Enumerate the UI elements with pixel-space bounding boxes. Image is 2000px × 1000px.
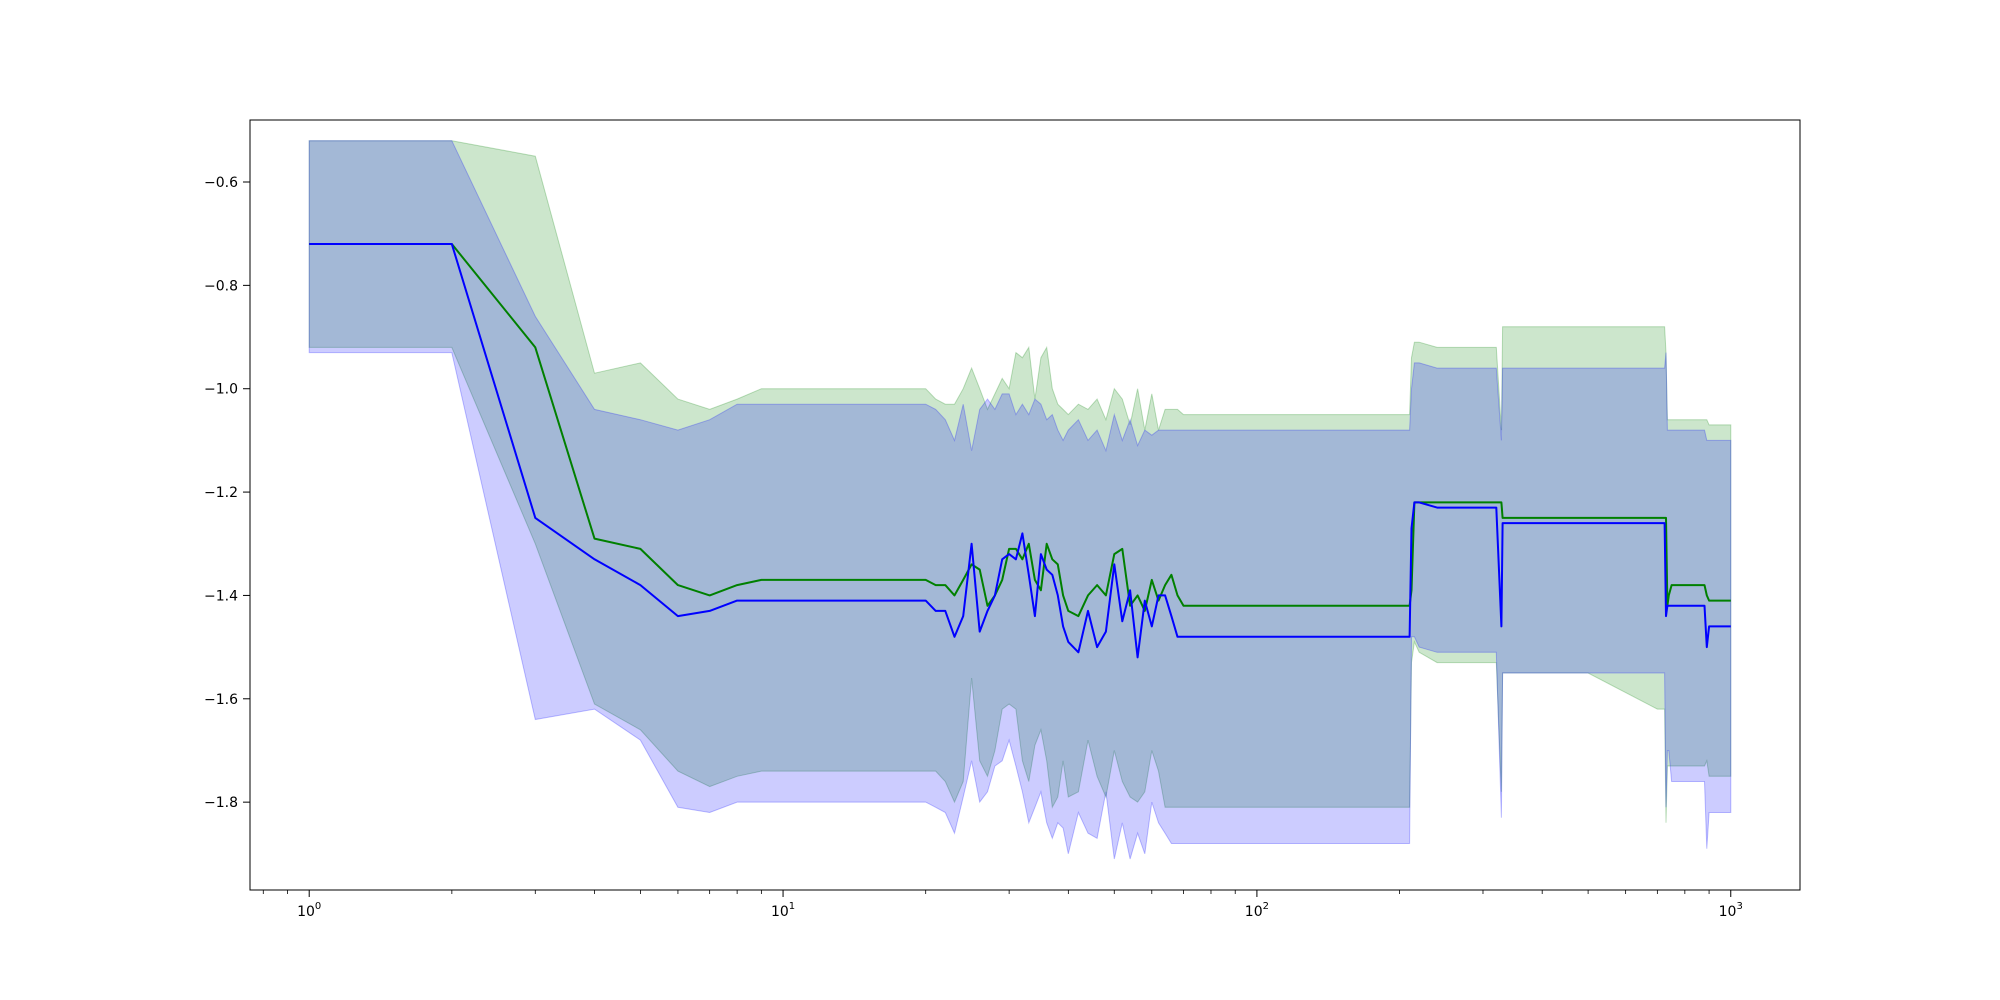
line-series-1 xyxy=(309,243,1731,618)
series-lines xyxy=(309,243,1731,659)
y-tick-label-6: −1.6 xyxy=(204,692,238,708)
y-tick-label-7: −1.8 xyxy=(204,795,238,811)
confidence-bands xyxy=(308,140,1732,860)
line-series-2 xyxy=(309,243,1731,659)
x-tick-label-1: 100 xyxy=(297,901,321,920)
y-tick-label-1: −0.6 xyxy=(204,175,238,191)
x-tick-label-2: 101 xyxy=(771,901,795,920)
y-axis: −0.6 −0.8 −1.0 −1.2 −1.4 −1.6 −1.8 xyxy=(204,175,250,811)
x-tick-label-4: 103 xyxy=(1719,901,1743,920)
plot-area-frame xyxy=(249,119,1801,891)
y-tick-label-4: −1.2 xyxy=(204,485,238,501)
band-series-2 xyxy=(308,140,1732,860)
x-tick-label-3: 102 xyxy=(1245,901,1269,920)
x-axis: 100 101 102 103 xyxy=(262,890,1743,920)
band-series-1 xyxy=(308,140,1732,823)
y-tick-label-3: −1.0 xyxy=(204,382,238,398)
y-tick-label-2: −0.8 xyxy=(204,278,238,294)
y-tick-label-5: −1.4 xyxy=(204,588,238,604)
